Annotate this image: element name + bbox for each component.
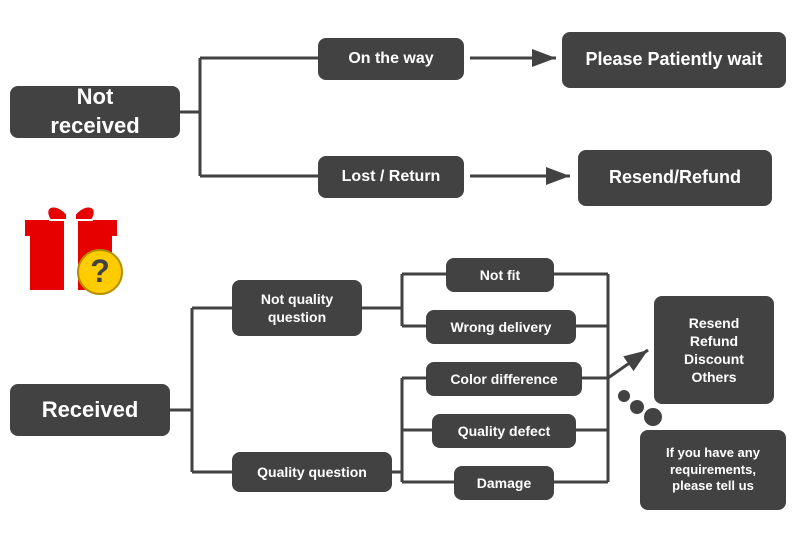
node-label: Wrong delivery: [451, 318, 552, 336]
message-line: requirements,: [670, 462, 756, 479]
node-label: Color difference: [450, 370, 557, 388]
node-quality-question: Quality question: [232, 452, 392, 492]
thought-dot: [644, 408, 662, 426]
node-label: Received: [42, 396, 139, 425]
node-label: Not received: [30, 83, 160, 140]
outcome-line: Discount: [684, 350, 744, 368]
node-label: Not fit: [480, 266, 520, 284]
node-label: Quality defect: [458, 422, 551, 440]
node-label: Quality question: [257, 463, 367, 481]
node-not-fit: Not fit: [446, 258, 554, 292]
gift-icon: ?: [20, 190, 130, 300]
outcome-line: Others: [691, 368, 736, 386]
node-requirements-message: If you have any requirements, please tel…: [640, 430, 786, 510]
thought-dot: [630, 400, 644, 414]
message-line: If you have any: [666, 445, 760, 462]
node-wrong-delivery: Wrong delivery: [426, 310, 576, 344]
thought-dot: [618, 390, 630, 402]
node-please-wait: Please Patiently wait: [562, 32, 786, 88]
node-received: Received: [10, 384, 170, 436]
node-not-received: Not received: [10, 86, 180, 138]
node-quality-defect: Quality defect: [432, 414, 576, 448]
node-not-quality-question: Not quality question: [232, 280, 362, 336]
svg-text:?: ?: [90, 253, 110, 289]
node-label: Not quality question: [261, 290, 333, 326]
node-label: Resend/Refund: [609, 166, 741, 189]
node-label: On the way: [348, 49, 433, 70]
message-line: please tell us: [672, 478, 754, 495]
node-damage: Damage: [454, 466, 554, 500]
node-label: Damage: [477, 474, 531, 492]
outcome-line: Refund: [690, 332, 738, 350]
outcome-line: Resend: [689, 314, 740, 332]
node-label: Please Patiently wait: [585, 48, 762, 71]
node-outcome-options: Resend Refund Discount Others: [654, 296, 774, 404]
node-color-difference: Color difference: [426, 362, 582, 396]
node-on-the-way: On the way: [318, 38, 464, 80]
node-label: Lost / Return: [342, 167, 441, 188]
node-resend-refund: Resend/Refund: [578, 150, 772, 206]
node-lost-return: Lost / Return: [318, 156, 464, 198]
